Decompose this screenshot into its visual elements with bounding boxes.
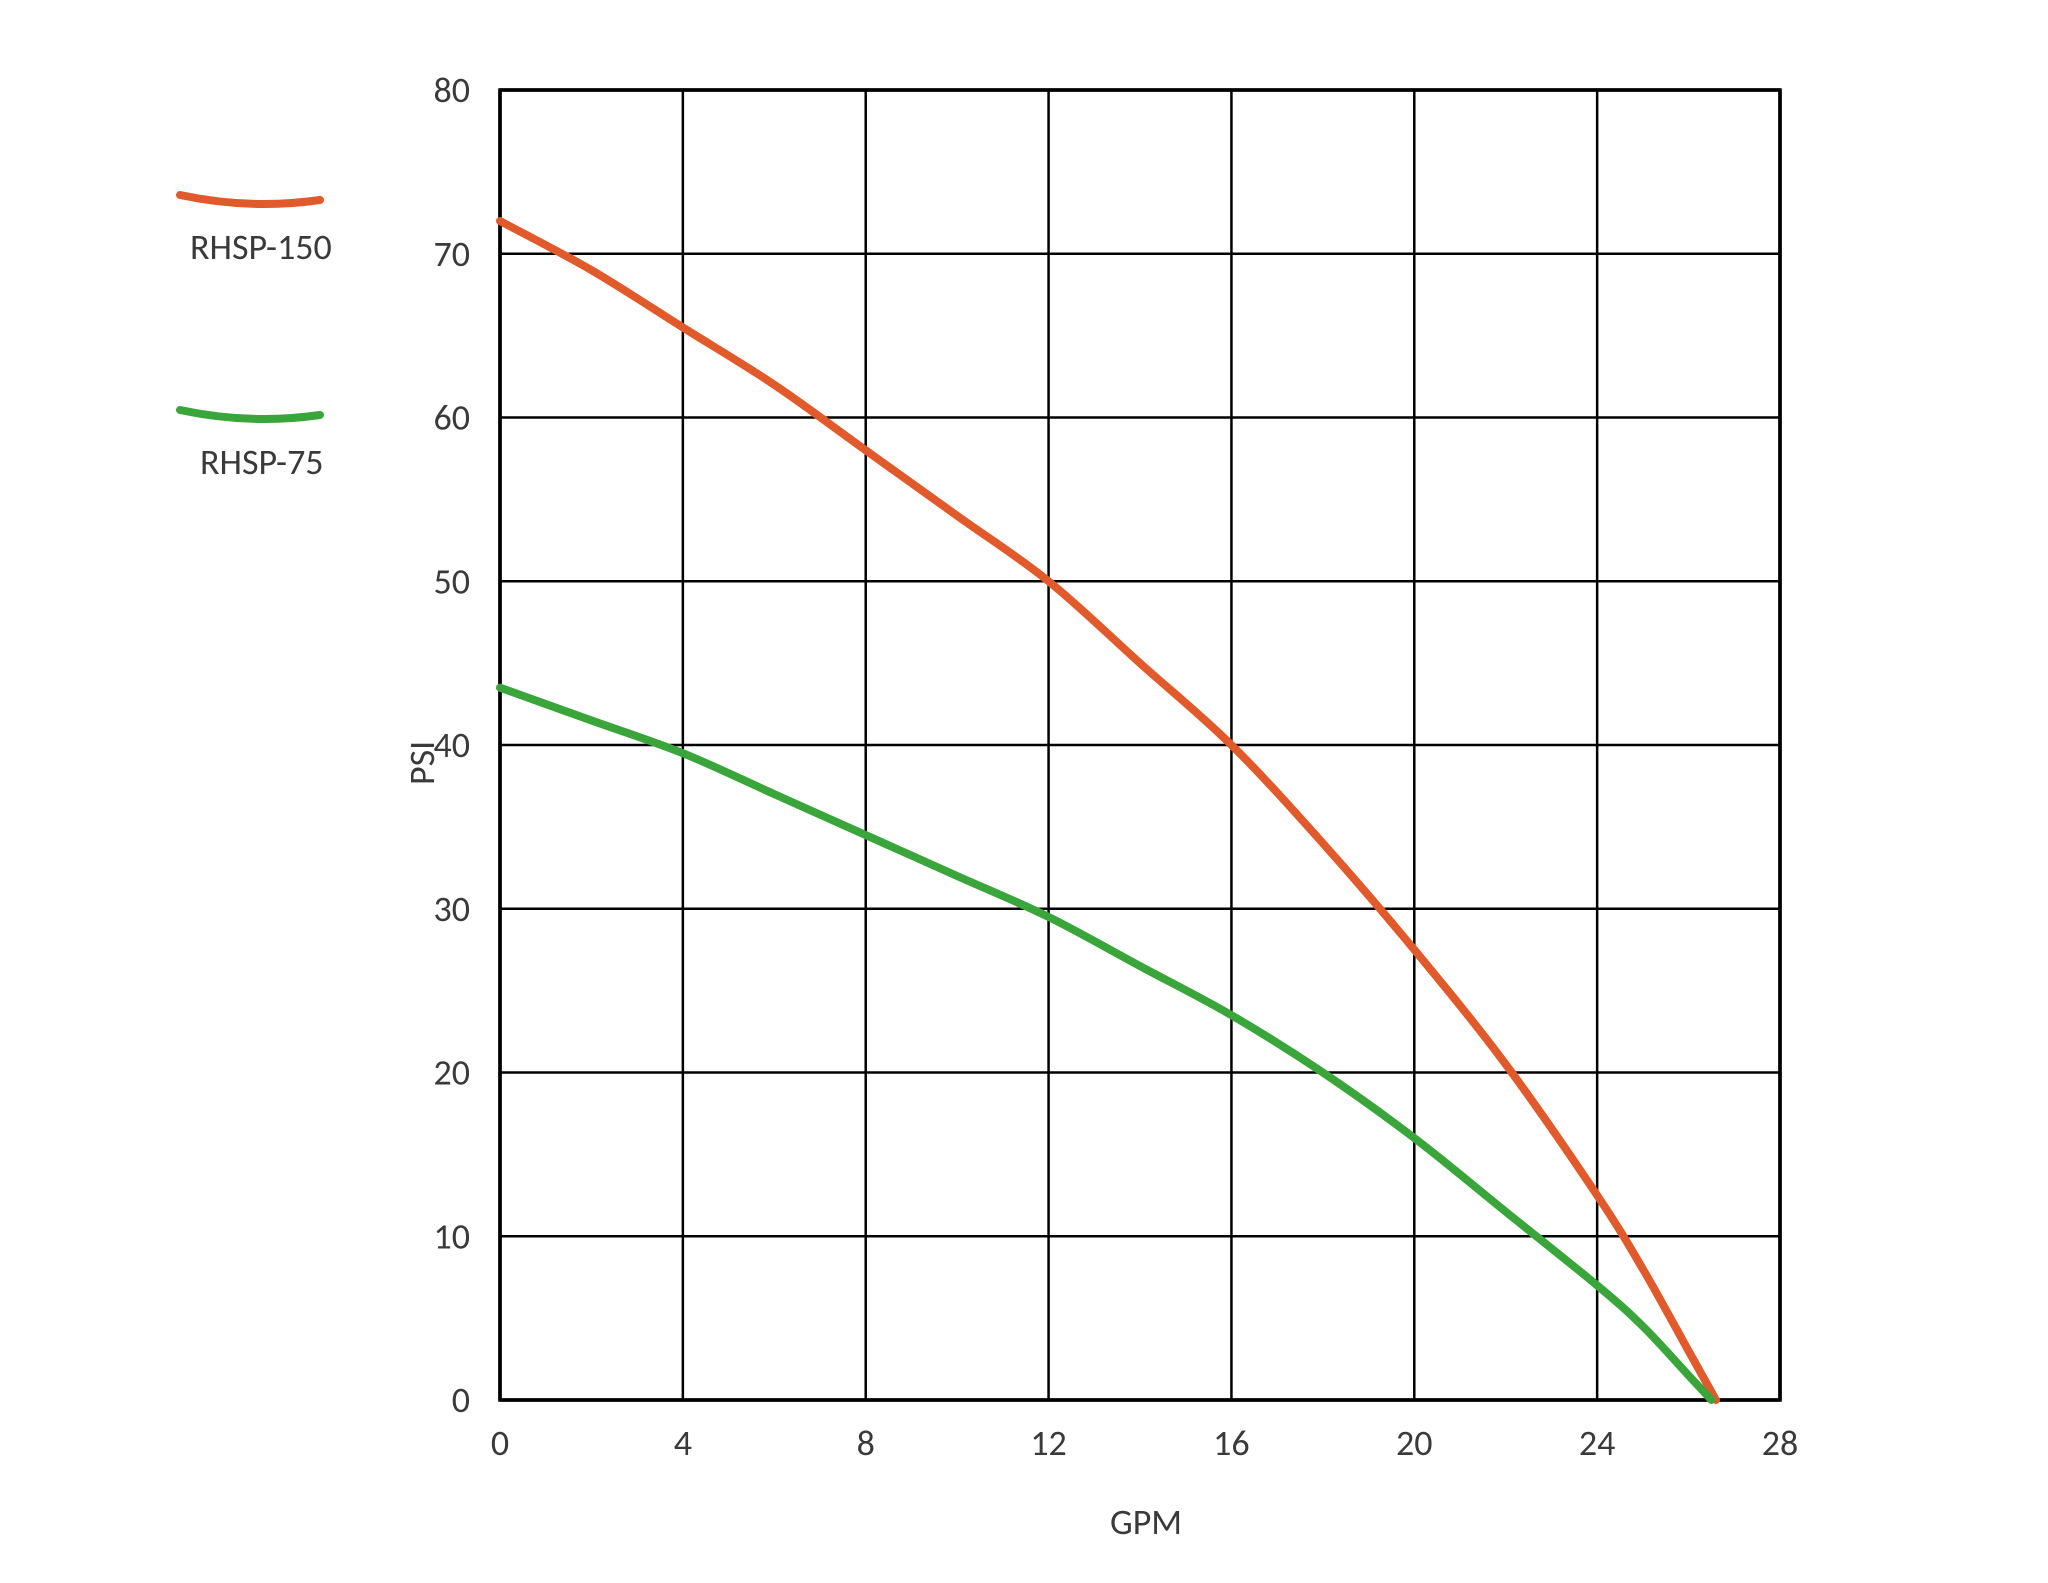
y-tick-label: 20 (434, 1051, 471, 1095)
y-tick-label: 60 (434, 396, 471, 440)
x-tick-label: 8 (857, 1421, 875, 1465)
legend-label-rhsp-75: RHSP-75 (200, 440, 324, 484)
x-axis-title: GPM (1110, 1500, 1182, 1544)
legend-label-rhsp-150: RHSP-150 (190, 225, 332, 269)
x-tick-label: 12 (1030, 1421, 1067, 1465)
y-axis-title: PSI (400, 741, 444, 785)
y-tick-label: 70 (434, 232, 471, 276)
y-tick-label: 10 (434, 1214, 471, 1258)
x-tick-label: 16 (1213, 1421, 1250, 1465)
y-tick-label: 0 (452, 1378, 470, 1422)
chart-container: 048121620242801020304050607080 PSI GPM R… (0, 0, 2048, 1583)
x-tick-label: 0 (491, 1421, 509, 1465)
x-tick-label: 20 (1396, 1421, 1433, 1465)
x-tick-label: 28 (1762, 1421, 1799, 1465)
x-tick-label: 24 (1579, 1421, 1616, 1465)
y-tick-label: 80 (434, 68, 471, 112)
y-tick-label: 30 (434, 887, 471, 931)
y-tick-label: 50 (434, 559, 471, 603)
x-tick-label: 4 (674, 1421, 692, 1465)
